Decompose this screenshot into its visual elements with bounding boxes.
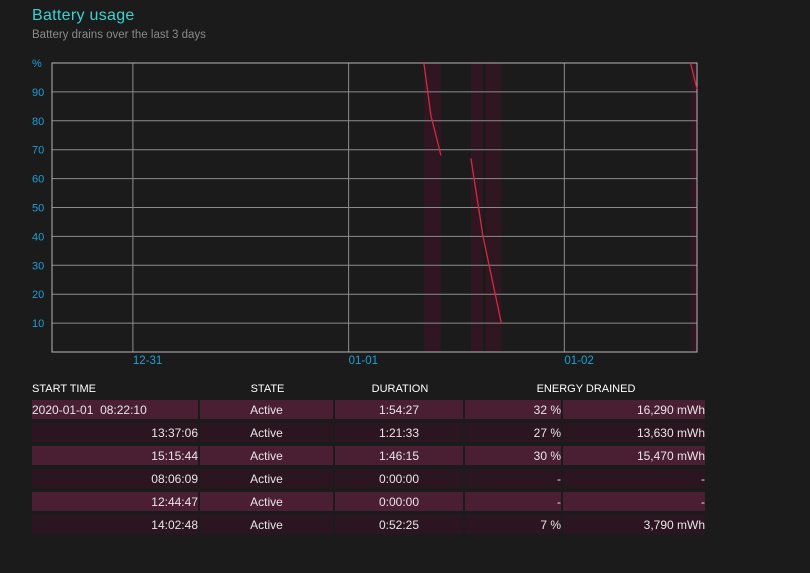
duration-cell: 1:54:27 — [335, 400, 465, 419]
table-row: 15:15:44 Active 1:46:15 30 % 15,470 mWh — [32, 446, 707, 465]
energy-mwh-cell: 15,470 mWh — [563, 446, 707, 465]
y-tick-label: 60 — [32, 174, 44, 186]
y-tick-label: 90 — [32, 87, 44, 99]
x-tick-label: 01-02 — [564, 355, 593, 367]
table-row: 2020-01-01 08:22:10 Active 1:54:27 32 % … — [32, 400, 707, 419]
duration-cell: 0:00:00 — [335, 469, 465, 488]
y-tick-label: 10 — [32, 318, 44, 330]
duration-cell: 1:21:33 — [335, 423, 465, 442]
energy-percent-cell: 7 % — [465, 515, 563, 534]
x-tick-label: 01-01 — [349, 355, 378, 367]
y-axis-unit-label: % — [32, 58, 42, 70]
table-row: 12:44:47 Active 0:00:00 - - — [32, 492, 707, 511]
column-header-start-time: START TIME — [32, 383, 96, 395]
state-cell: Active — [200, 469, 335, 488]
row-start-time: 08:22:10 — [100, 402, 147, 417]
energy-mwh-cell: 16,290 mWh — [563, 400, 707, 419]
energy-percent-cell: 30 % — [465, 446, 563, 465]
page-title: Battery usage — [32, 7, 135, 24]
energy-percent-cell: - — [465, 492, 563, 511]
plot-frame — [51, 62, 698, 353]
y-tick-label: 30 — [32, 260, 44, 272]
battery-usage-chart: 10 20 30 40 50 60 70 80 90% 12-31 01-01 01-02 — [32, 58, 698, 367]
y-tick-label: 80 — [32, 116, 44, 128]
duration-cell: 1:46:15 — [335, 446, 465, 465]
table-header-row: START TIME STATE DURATION ENERGY DRAINED — [32, 382, 707, 396]
energy-mwh-cell: - — [563, 492, 707, 511]
column-header-state: STATE — [250, 383, 285, 395]
start-time-cell: 14:02:48 — [32, 515, 200, 534]
state-cell: Active — [200, 423, 335, 442]
energy-percent-cell: - — [465, 469, 563, 488]
energy-mwh-cell: 13,630 mWh — [563, 423, 707, 442]
start-time-cell: 12:44:47 — [32, 492, 200, 511]
battery-drain-line — [470, 158, 502, 324]
duration-cell: 0:52:25 — [335, 515, 465, 534]
battery-usage-table: START TIME STATE DURATION ENERGY DRAINED… — [32, 378, 707, 538]
start-time-cell: 2020-01-01 08:22:10 — [32, 400, 200, 419]
start-time-cell: 13:37:06 — [32, 423, 200, 442]
column-header-energy-drained: ENERGY DRAINED — [536, 383, 636, 395]
energy-mwh-cell: 3,790 mWh — [563, 515, 707, 534]
row-date: 2020-01-01 — [32, 402, 94, 417]
page-subtitle: Battery drains over the last 3 days — [32, 29, 206, 41]
table-row: 08:06:09 Active 0:00:00 - - — [32, 469, 707, 488]
state-cell: Active — [200, 515, 335, 534]
duration-cell: 0:00:00 — [335, 492, 465, 511]
energy-mwh-cell: - — [563, 469, 707, 488]
y-tick-label: 40 — [32, 231, 44, 243]
state-cell: Active — [200, 400, 335, 419]
start-time-cell: 08:06:09 — [32, 469, 200, 488]
y-tick-label: 50 — [32, 203, 44, 215]
battery-drain-line — [423, 62, 442, 156]
start-time-cell: 15:15:44 — [32, 446, 200, 465]
energy-percent-cell: 27 % — [465, 423, 563, 442]
table-row: 13:37:06 Active 1:21:33 27 % 13,630 mWh — [32, 423, 707, 442]
y-tick-label: 70 — [32, 145, 44, 157]
state-cell: Active — [200, 446, 335, 465]
y-tick-label: 20 — [32, 289, 44, 301]
state-cell: Active — [200, 492, 335, 511]
battery-drain-line — [689, 62, 698, 90]
energy-percent-cell: 32 % — [465, 400, 563, 419]
x-tick-label: 12-31 — [133, 355, 162, 367]
table-row: 14:02:48 Active 0:52:25 7 % 3,790 mWh — [32, 515, 707, 534]
column-header-duration: DURATION — [371, 383, 429, 395]
